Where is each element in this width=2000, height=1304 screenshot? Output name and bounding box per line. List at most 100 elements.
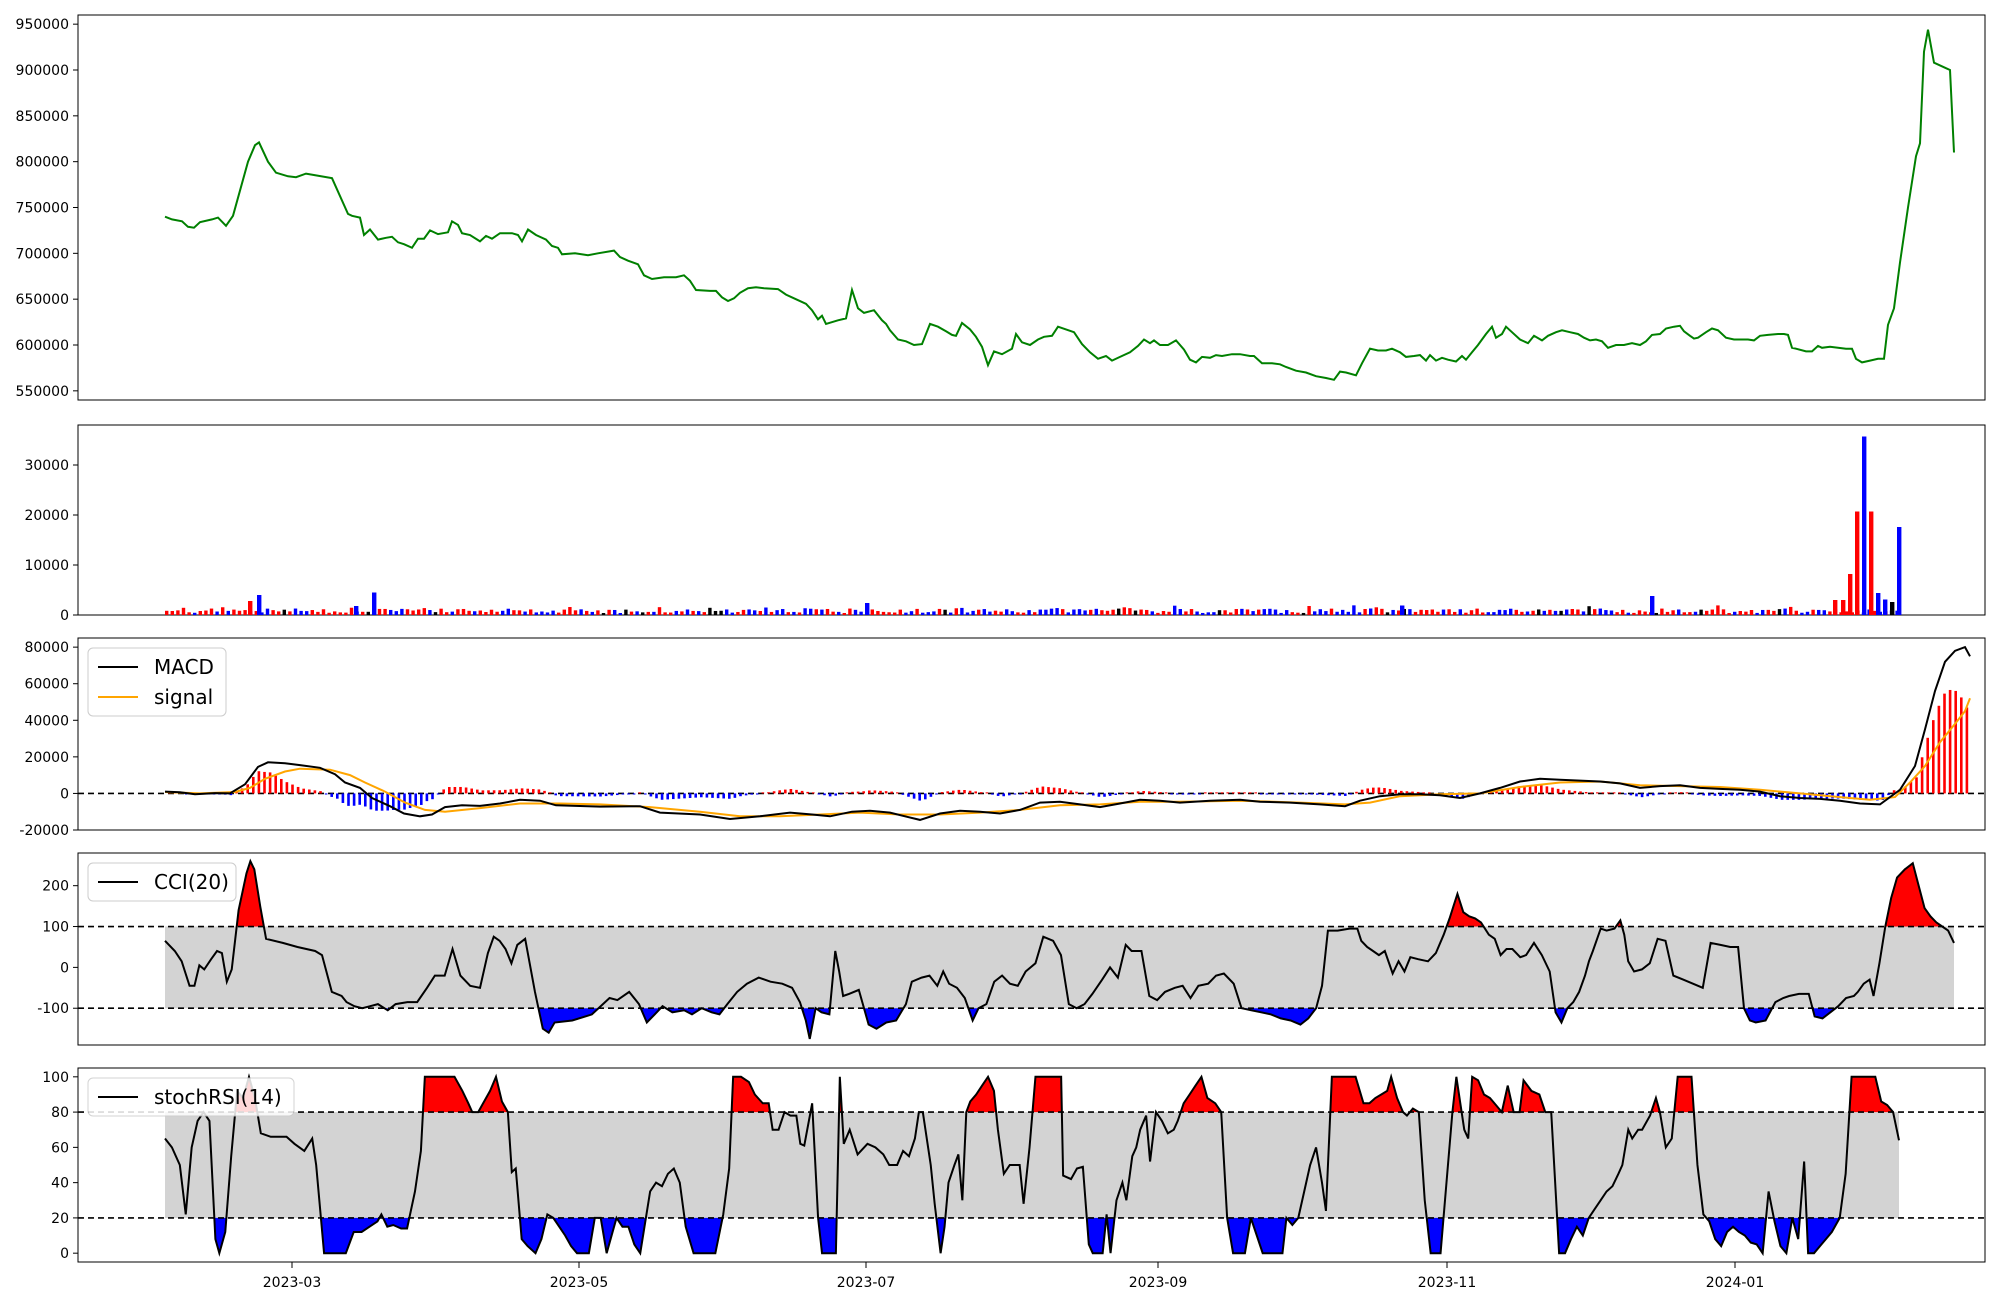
volume-bar xyxy=(1279,612,1283,615)
macd-histogram-bar xyxy=(436,793,440,795)
macd-histogram-bar xyxy=(1086,793,1089,795)
macd-histogram-bar xyxy=(1411,791,1414,794)
volume-bar xyxy=(456,609,460,615)
price-y-tick-label: 600000 xyxy=(16,338,69,354)
volume-bar xyxy=(1548,609,1552,615)
volume-bar xyxy=(1565,609,1569,615)
cci-y-tick-label: 0 xyxy=(60,960,69,976)
volume-bar xyxy=(1380,608,1384,615)
volume-bar xyxy=(1217,610,1222,615)
macd-histogram-bar xyxy=(1629,793,1633,796)
macd-histogram-bar xyxy=(274,775,277,794)
volume-bar xyxy=(495,611,499,615)
volume-bar xyxy=(853,609,858,615)
volume-bar xyxy=(187,612,191,615)
macd-histogram-bar xyxy=(442,789,445,794)
macd-histogram-bar xyxy=(1758,793,1761,796)
macd-histogram-bar xyxy=(610,793,613,796)
macd-histogram-bar xyxy=(828,793,832,797)
macd-y-tick-label: 60000 xyxy=(24,677,69,693)
macd-histogram-bar xyxy=(1545,786,1549,794)
macd-histogram-bar xyxy=(308,789,311,794)
macd-histogram-bar xyxy=(604,793,608,797)
macd-histogram-bar xyxy=(750,793,753,795)
macd-histogram-bar xyxy=(1456,793,1459,799)
volume-bar xyxy=(691,610,695,615)
macd-histogram-bar xyxy=(1618,792,1621,794)
volume-bar xyxy=(1161,611,1166,615)
macd-histogram-bar xyxy=(476,789,479,794)
volume-bar xyxy=(1469,610,1474,615)
volume-bar xyxy=(1587,606,1591,615)
volume-bar xyxy=(1122,607,1126,615)
macd-histogram-bar xyxy=(369,793,373,810)
macd-histogram-bar xyxy=(840,793,843,795)
price-y-tick-label: 550000 xyxy=(16,384,69,400)
stoch-overbought-fill-area xyxy=(478,1076,508,1113)
volume-bar xyxy=(1111,609,1115,615)
volume-y-tick-label: 30000 xyxy=(24,458,69,474)
volume-bar xyxy=(1537,609,1541,615)
macd-histogram-bar xyxy=(291,784,294,794)
stoch-oversold-fill-area xyxy=(600,1217,617,1254)
cci-overbought-fill xyxy=(236,861,1943,927)
volume-bar xyxy=(837,611,841,615)
volume-bar xyxy=(887,612,891,615)
macd-histogram-bar xyxy=(1853,793,1857,800)
volume-bar xyxy=(1318,609,1322,615)
macd-histogram-bar xyxy=(1416,791,1420,794)
volume-bar xyxy=(993,610,998,615)
volume-bar xyxy=(1777,609,1782,615)
macd-histogram-bar xyxy=(1030,789,1033,794)
macd-histogram-bar xyxy=(1965,707,1969,794)
macd-histogram-bar xyxy=(1640,793,1644,798)
macd-histogram-bar xyxy=(924,793,927,800)
macd-histogram-bar xyxy=(420,793,423,805)
volume-bar xyxy=(1391,609,1395,615)
macd-histogram-bar xyxy=(1064,789,1067,794)
cci-legend-label: CCI(20) xyxy=(154,870,229,894)
macd-histogram-bar xyxy=(1512,787,1515,794)
macd-histogram-bar xyxy=(935,793,938,795)
volume-bar xyxy=(769,611,774,615)
volume-bar xyxy=(713,610,718,615)
volume-bar xyxy=(1682,612,1686,615)
volume-bar xyxy=(400,608,404,615)
macd-histogram-bar xyxy=(946,791,949,794)
volume-bar xyxy=(680,611,684,615)
macd-histogram-bar xyxy=(588,793,591,797)
macd-histogram-bar xyxy=(1579,791,1582,794)
macd-histogram-bar xyxy=(515,788,518,794)
macd-histogram-bar xyxy=(1187,793,1190,795)
macd-histogram-bar xyxy=(980,792,983,794)
x-tick-label: 2024-01 xyxy=(1706,1275,1765,1291)
volume-bar xyxy=(478,610,482,615)
macd-histogram xyxy=(168,689,1969,811)
stoch-oversold-fill xyxy=(214,1217,1840,1254)
macd-histogram-bar xyxy=(856,791,860,794)
volume-bar xyxy=(736,611,740,615)
macd-histogram-bar xyxy=(845,792,849,794)
macd-legend-box xyxy=(87,647,227,717)
macd-histogram-bar xyxy=(347,793,350,806)
macd-histogram-bar xyxy=(1232,792,1235,794)
volume-bar xyxy=(797,612,802,615)
macd-histogram-bar xyxy=(1920,757,1924,794)
volume-bar xyxy=(1862,436,1867,615)
macd-histogram-bar xyxy=(1534,785,1537,794)
volume-bar xyxy=(702,612,706,615)
macd-histogram-bar xyxy=(761,792,765,794)
macd-histogram-bar xyxy=(509,789,513,794)
volume-bar xyxy=(842,612,846,615)
macd-histogram-bar xyxy=(313,790,317,794)
volume-bar xyxy=(613,609,617,615)
stoch-overbought-fill-area xyxy=(1330,1076,1404,1113)
volume-bar xyxy=(1643,611,1647,615)
macd-histogram-bar xyxy=(543,790,546,794)
volume-bar xyxy=(1632,612,1636,615)
signal-line xyxy=(164,697,1971,818)
macd-histogram-bar xyxy=(1114,793,1117,795)
macd-histogram-bar xyxy=(705,793,709,798)
x-tick-label: 2023-05 xyxy=(550,1275,609,1291)
volume-bar xyxy=(523,611,527,615)
